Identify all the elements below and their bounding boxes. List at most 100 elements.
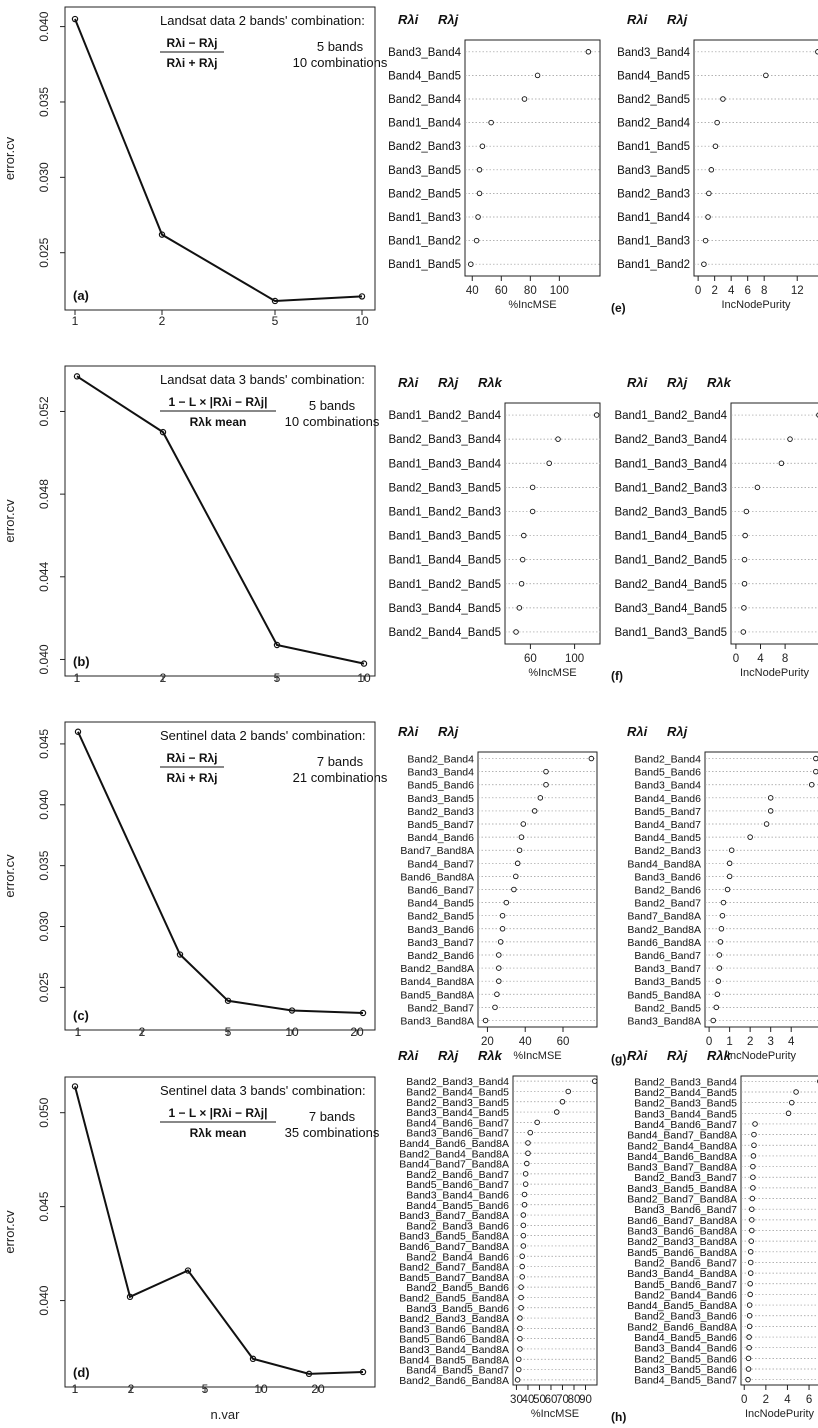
dot-chart-g: Band2_Band4Band5_Band6Band3_Band4Band4_B…	[611, 724, 818, 1066]
importance-point	[747, 1249, 754, 1255]
column-header: Rλj	[667, 12, 688, 27]
combination-count: 10 combinations	[285, 414, 380, 429]
x-tick-label: 5	[274, 671, 281, 685]
category-label: Band4_Band6_Band7	[406, 1117, 509, 1129]
importance-point	[747, 1281, 753, 1287]
category-label: Band1_Band2_Band4	[614, 410, 727, 422]
category-label: Band3_Band5_Band6	[406, 1303, 509, 1315]
x-tick-label: 2	[128, 1382, 135, 1396]
category-label: Band4_Band6_Band7	[634, 1119, 737, 1131]
data-point	[271, 297, 279, 305]
category-label: Band3_Band6_Band7	[634, 1204, 737, 1216]
category-label: Band4_Band5_Band6	[406, 1200, 509, 1212]
importance-point	[726, 860, 733, 867]
category-label: Band1_Band5	[388, 259, 461, 271]
category-label: Band6_Band7	[634, 950, 701, 962]
category-label: Band7_Band8A	[627, 911, 701, 923]
x-tick-label: 12	[791, 285, 804, 297]
line-chart-b: 0.040 0.044 0.048 0.052 error.cv 1 2 5 10 (b) Land…	[2, 365, 380, 685]
category-label: Band3_Band7_Band8A	[399, 1210, 509, 1222]
importance-point	[748, 1238, 755, 1244]
category-label: Band5_Band7	[407, 819, 474, 831]
category-label: Band1_Band4_Band5	[388, 555, 501, 567]
importance-point	[521, 532, 527, 539]
x-tick-label: 8	[782, 653, 788, 665]
panel-label: (b)	[73, 654, 90, 669]
x-axis-label: %IncMSE	[531, 1408, 579, 1420]
x-tick-label: 90	[579, 1394, 592, 1406]
x-axis-label: %IncMSE	[508, 299, 556, 311]
category-label: Band2_Band3_Band7	[634, 1172, 737, 1184]
x-tick-label: 1	[72, 314, 79, 328]
category-label: Band4_Band5_Band6	[634, 1332, 737, 1344]
x-tick-label: 10	[285, 1025, 299, 1039]
category-label: Band4_Band6_Band8A	[399, 1138, 509, 1150]
x-tick-label: 5	[225, 1025, 232, 1039]
importance-point	[517, 1335, 523, 1342]
importance-point	[787, 436, 793, 442]
importance-point	[716, 952, 723, 958]
x-axis-label: %IncMSE	[528, 667, 576, 679]
category-label: Band2_Band5	[388, 188, 461, 200]
x-tick-label: 60	[557, 1036, 570, 1048]
panel-label: (e)	[611, 301, 626, 315]
category-label: Band3_Band4_Band8A	[399, 1344, 509, 1356]
category-label: Band2_Band4_Band5	[634, 1087, 737, 1099]
y-tick-label: 0.025	[37, 237, 51, 267]
importance-point	[591, 1078, 598, 1084]
y-tick-label: 0.052	[37, 396, 51, 426]
data-point	[305, 1370, 313, 1378]
category-label: Band2_Band3_Band5	[388, 482, 501, 494]
importance-point	[511, 886, 517, 893]
importance-point	[525, 1140, 531, 1146]
y-axis-label: error.cv	[2, 1210, 17, 1254]
band-count: 5 bands	[317, 39, 364, 54]
importance-point	[813, 768, 818, 775]
x-tick-label: 60	[524, 653, 537, 665]
importance-point	[588, 755, 595, 762]
line-chart-a: 0.025 0.030 0.035 0.040 error.cv 1 2 5 10 (a) Land…	[2, 6, 388, 328]
category-label: Band3_Band7	[407, 937, 474, 949]
importance-point	[754, 484, 761, 491]
importance-point	[718, 926, 725, 932]
category-label: Band7_Band8A	[400, 845, 474, 857]
x-axis-label: IncNodePurity	[740, 667, 810, 679]
importance-point	[527, 1129, 534, 1136]
column-header: Rλj	[667, 1048, 688, 1063]
combination-count: 35 combinations	[285, 1125, 380, 1140]
x-tick-label: 60	[545, 1394, 558, 1406]
caption: Landsat data 3 bands' combination:	[160, 372, 365, 387]
data-point	[71, 15, 79, 23]
importance-point	[476, 190, 483, 197]
data-point	[74, 728, 82, 735]
column-header: Rλi	[627, 12, 648, 27]
category-label: Band2_Band6	[407, 950, 474, 962]
category-label: Band1_Band4	[617, 212, 691, 224]
y-tick-label: 0.040	[37, 1285, 51, 1315]
category-label: Band4_Band5	[407, 898, 474, 910]
category-label: Band4_Band7_Band8A	[627, 1130, 737, 1142]
category-label: Band3_Band5_Band8A	[399, 1231, 509, 1243]
formula-denominator: Rλi + Rλj	[166, 771, 217, 785]
importance-point	[724, 886, 731, 893]
category-label: Band3_Band4_Band5	[614, 603, 727, 615]
category-label: Band5_Band6_Band8A	[399, 1334, 509, 1346]
importance-point	[712, 143, 719, 149]
category-label: Band3_Band4	[617, 47, 691, 59]
category-label: Band3_Band4_Band5	[406, 1107, 509, 1119]
data-point	[159, 428, 167, 436]
category-label: Band2_Band4_Band6	[406, 1251, 509, 1263]
importance-point	[767, 795, 774, 801]
importance-point	[518, 1294, 524, 1301]
importance-point	[750, 1185, 756, 1191]
importance-point	[717, 939, 724, 945]
x-tick-label: 5	[272, 314, 279, 328]
importance-point	[559, 1098, 566, 1105]
category-label: Band3_Band4	[634, 780, 701, 792]
formula-numerator: Rλi − Rλj	[166, 36, 217, 50]
category-label: Band2_Band6_Band7	[634, 1257, 737, 1269]
caption: Sentinel data 2 bands' combination:	[160, 728, 366, 743]
importance-point	[813, 755, 818, 762]
category-label: Band2_Band3_Band5	[406, 1097, 509, 1109]
importance-point	[746, 1334, 752, 1340]
